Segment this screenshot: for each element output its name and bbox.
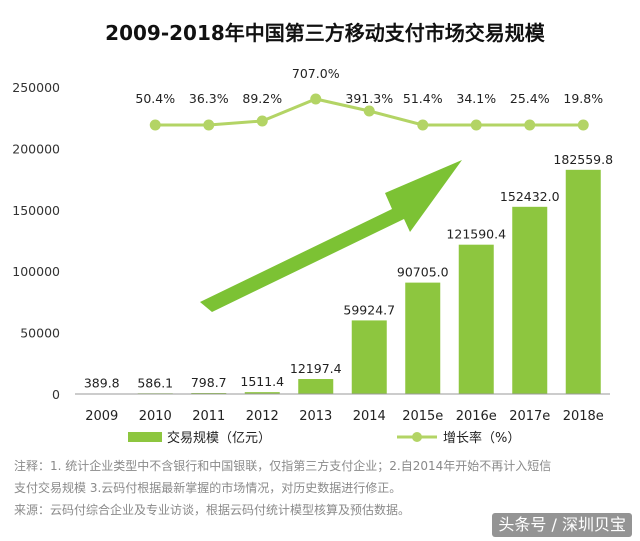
bar-data-label: 59924.7 xyxy=(343,302,395,317)
growth-line-series: 50.4% 36.3% 89.2% 707.0% 391.3% 51.4% 34.1% 25.… xyxy=(135,66,603,131)
watermark: 头条号 / 深圳贝宝 xyxy=(492,513,632,537)
growth-point xyxy=(363,105,375,117)
growth-data-label: 391.3% xyxy=(345,91,393,106)
bar-data-label: 182559.8 xyxy=(553,152,613,167)
growth-data-label: 51.4% xyxy=(403,91,443,106)
x-tick-label: 2010 xyxy=(139,409,172,424)
x-tick-label: 2017e xyxy=(509,409,550,424)
bar xyxy=(244,392,280,394)
bar-data-label: 1511.4 xyxy=(240,374,284,389)
x-tick-label: 2011 xyxy=(192,409,225,424)
bar-data-label: 586.1 xyxy=(137,375,173,390)
y-tick-label: 250000 xyxy=(12,80,60,95)
y-tick-label: 0 xyxy=(52,387,60,402)
y-tick-label: 200000 xyxy=(12,141,60,156)
bar xyxy=(512,206,548,394)
growth-data-label: 25.4% xyxy=(510,91,550,106)
bar-data-label: 798.7 xyxy=(191,375,227,390)
bar xyxy=(565,169,601,394)
legend-label-line: 增长率（%） xyxy=(443,430,520,446)
x-axis: 2009 2010 2011 2012 2013 2014 2015e 2016e 2017e 2… xyxy=(85,409,604,424)
bar xyxy=(351,320,387,394)
bar xyxy=(298,379,334,394)
growth-point xyxy=(256,115,268,127)
growth-data-label: 50.4% xyxy=(135,91,175,106)
bar xyxy=(405,282,441,394)
y-axis: 0 50000 100000 150000 200000 250000 xyxy=(12,80,60,402)
growth-point xyxy=(310,93,322,105)
legend-swatch-point xyxy=(412,432,422,442)
bar xyxy=(458,244,494,394)
bar-data-label: 152432.0 xyxy=(500,189,560,204)
trend-arrow-shape xyxy=(200,160,462,312)
growth-data-label: 707.0% xyxy=(292,66,340,81)
chart-title: 2009-2018年中国第三方移动支付市场交易规模 xyxy=(105,21,546,45)
growth-data-label: 89.2% xyxy=(242,91,282,106)
trend-arrow xyxy=(200,160,462,312)
y-tick-label: 100000 xyxy=(12,264,60,279)
growth-point xyxy=(417,119,429,131)
source-line: 来源：云码付综合企业及专业访谈，根据云码付统计模型核算及预估数据。 xyxy=(14,503,411,517)
growth-point xyxy=(149,119,161,131)
growth-point xyxy=(203,119,215,131)
bar-data-label: 121590.4 xyxy=(446,227,506,242)
growth-data-label: 19.8% xyxy=(563,91,603,106)
x-tick-label: 2018e xyxy=(563,409,604,424)
bar-data-label: 12197.4 xyxy=(290,361,342,376)
note-line-2: 支付交易规模 3.云码付根据最新掌握的市场情况，对历史数据进行修正。 xyxy=(14,481,402,495)
y-tick-label: 50000 xyxy=(20,326,60,341)
growth-point xyxy=(524,119,536,131)
note-line-1: 注释：1. 统计企业类型中不含银行和中国银联，仅指第三方支付企业；2.自2014… xyxy=(14,459,552,473)
y-tick-label: 150000 xyxy=(12,203,60,218)
legend-swatch-bar xyxy=(128,432,162,442)
bar-data-label: 389.8 xyxy=(84,376,120,391)
x-tick-label: 2012 xyxy=(246,409,279,424)
growth-data-label: 36.3% xyxy=(189,91,229,106)
bar-series: 389.8 586.1 798.7 1511.4 12197.4 59924.7 90705… xyxy=(75,152,613,395)
x-tick-label: 2013 xyxy=(299,409,332,424)
x-tick-label: 2016e xyxy=(456,409,497,424)
x-tick-label: 2009 xyxy=(85,409,118,424)
x-tick-label: 2015e xyxy=(402,409,443,424)
bar-data-label: 90705.0 xyxy=(397,265,449,280)
legend: 交易规模（亿元） 增长率（%） xyxy=(128,430,520,446)
legend-label-bar: 交易规模（亿元） xyxy=(167,430,271,446)
growth-point xyxy=(470,119,482,131)
growth-point xyxy=(577,119,589,131)
growth-data-label: 34.1% xyxy=(456,91,496,106)
x-tick-label: 2014 xyxy=(353,409,386,424)
